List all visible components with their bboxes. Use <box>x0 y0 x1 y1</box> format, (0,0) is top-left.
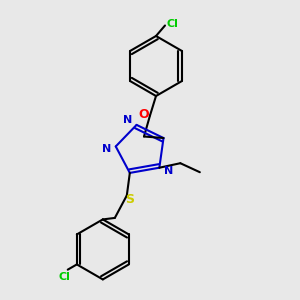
Text: S: S <box>125 194 134 206</box>
Text: O: O <box>138 108 149 122</box>
Text: N: N <box>123 116 132 125</box>
Text: Cl: Cl <box>59 272 71 282</box>
Text: N: N <box>164 166 173 176</box>
Text: Cl: Cl <box>167 19 178 29</box>
Text: N: N <box>102 145 111 154</box>
